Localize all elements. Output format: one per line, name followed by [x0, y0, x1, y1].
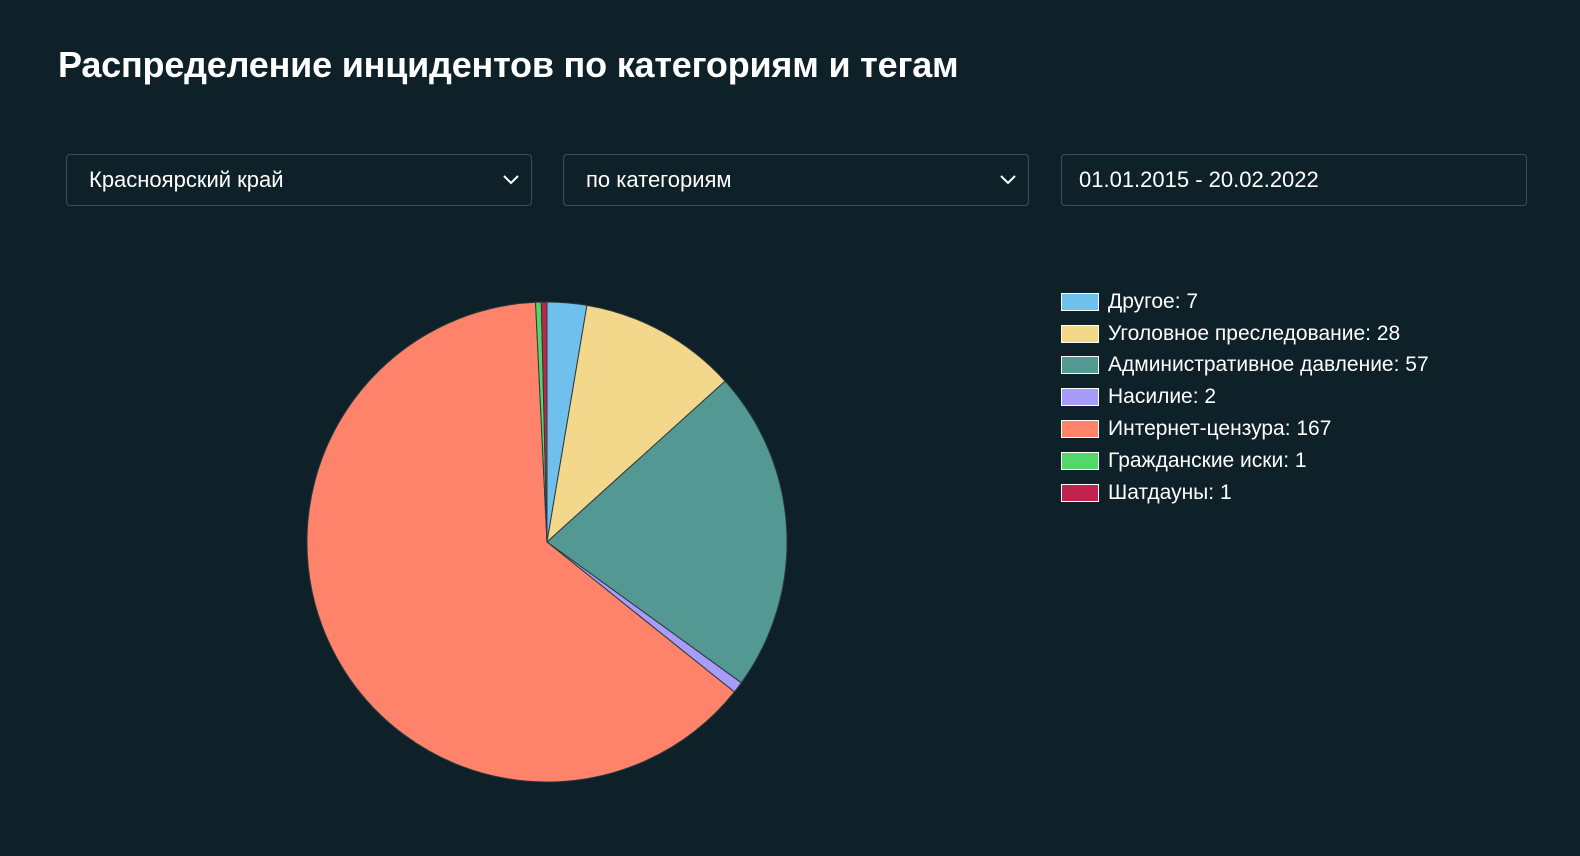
legend-label: Гражданские иски: 1	[1108, 448, 1307, 472]
chart-legend: Другое: 7 Уголовное преследование: 28 Адми…	[1061, 286, 1429, 509]
grouping-select[interactable]: по категориям	[563, 154, 1029, 206]
pie-slice[interactable]	[540, 301, 548, 543]
legend-item[interactable]: Административное давление: 57	[1061, 350, 1429, 382]
chart-area	[0, 270, 1580, 830]
legend-item[interactable]: Другое: 7	[1061, 286, 1429, 318]
chevron-down-icon	[1000, 175, 1016, 185]
region-select[interactable]: Красноярский край	[66, 154, 532, 206]
legend-swatch	[1061, 388, 1099, 407]
legend-swatch	[1061, 420, 1099, 439]
legend-swatch	[1061, 356, 1099, 375]
legend-item[interactable]: Гражданские иски: 1	[1061, 445, 1429, 477]
legend-swatch	[1061, 451, 1099, 470]
legend-label: Шатдауны: 1	[1108, 480, 1232, 504]
legend-label: Административное давление: 57	[1108, 353, 1429, 377]
pie-chart	[306, 301, 788, 783]
date-range-input[interactable]: 01.01.2015 - 20.02.2022	[1061, 154, 1527, 206]
legend-item[interactable]: Насилие: 2	[1061, 381, 1429, 413]
chevron-down-icon	[503, 175, 519, 185]
page-title: Распределение инцидентов по категориям и…	[58, 44, 959, 85]
legend-item[interactable]: Интернет-цензура: 167	[1061, 413, 1429, 445]
pie-slice[interactable]	[306, 301, 736, 783]
region-select-value: Красноярский край	[89, 167, 284, 192]
grouping-select-value: по категориям	[586, 167, 732, 192]
legend-label: Насилие: 2	[1108, 385, 1217, 409]
legend-label: Другое: 7	[1108, 289, 1199, 313]
legend-item[interactable]: Уголовное преследование: 28	[1061, 318, 1429, 350]
legend-swatch	[1061, 483, 1099, 502]
date-range-value: 01.01.2015 - 20.02.2022	[1079, 167, 1319, 192]
legend-swatch	[1061, 324, 1099, 343]
legend-item[interactable]: Шатдауны: 1	[1061, 477, 1429, 509]
pie-slice[interactable]	[546, 304, 726, 544]
legend-label: Интернет-цензура: 167	[1108, 417, 1332, 441]
pie-slice[interactable]	[546, 380, 788, 684]
legend-label: Уголовное преследование: 28	[1108, 321, 1401, 345]
legend-swatch	[1061, 292, 1099, 311]
